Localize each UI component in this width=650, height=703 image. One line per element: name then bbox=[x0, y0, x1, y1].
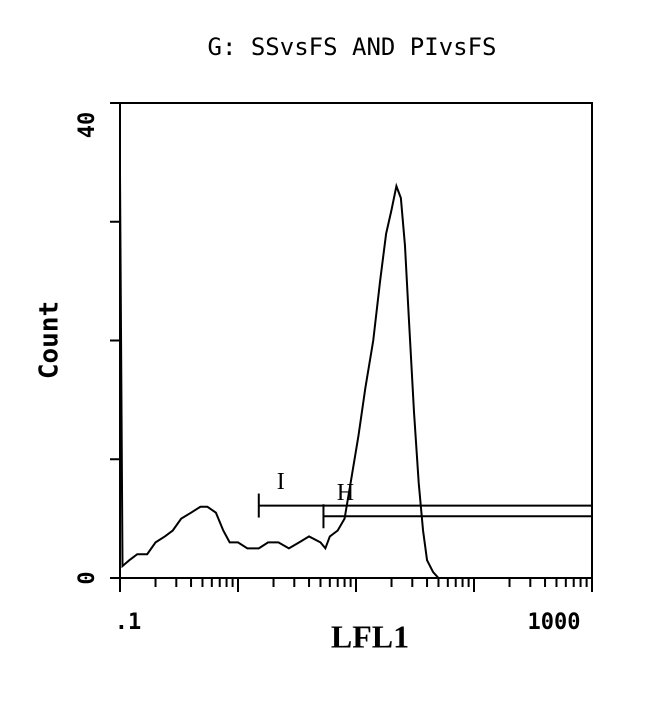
gate-label: I bbox=[277, 469, 285, 495]
y-tick-label: 0 bbox=[75, 571, 100, 584]
histogram-line bbox=[119, 174, 592, 579]
y-tick-label: 40 bbox=[75, 112, 100, 139]
x-axis-label: LFL1 bbox=[331, 618, 409, 654]
x-tick-label: 1000 bbox=[528, 610, 581, 635]
y-axis-label: Count bbox=[35, 301, 65, 379]
chart-title: G: SSvsFS AND PIvsFS bbox=[208, 33, 497, 61]
gate-label: H bbox=[337, 480, 354, 506]
x-tick-label: .1 bbox=[115, 610, 142, 635]
